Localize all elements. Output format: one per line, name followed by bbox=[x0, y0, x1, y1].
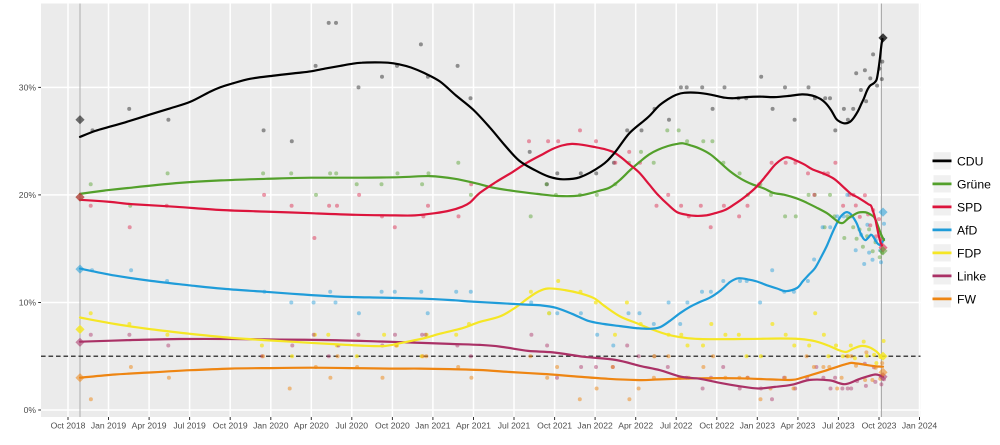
svg-text:Jul 2021: Jul 2021 bbox=[498, 421, 531, 431]
svg-text:Oct 2023: Oct 2023 bbox=[862, 421, 897, 431]
svg-text:Oct 2021: Oct 2021 bbox=[537, 421, 572, 431]
svg-text:SPD: SPD bbox=[957, 200, 982, 214]
svg-text:Jan 2024: Jan 2024 bbox=[902, 421, 938, 431]
svg-text:Grüne: Grüne bbox=[957, 177, 991, 191]
svg-text:Apr 2020: Apr 2020 bbox=[294, 421, 329, 431]
svg-text:0%: 0% bbox=[24, 405, 37, 415]
svg-text:Apr 2023: Apr 2023 bbox=[780, 421, 815, 431]
svg-text:Apr 2022: Apr 2022 bbox=[618, 421, 653, 431]
svg-text:Jan 2020: Jan 2020 bbox=[253, 421, 289, 431]
svg-text:20%: 20% bbox=[19, 190, 37, 200]
svg-text:AfD: AfD bbox=[957, 223, 978, 237]
svg-text:FDP: FDP bbox=[957, 246, 981, 260]
svg-text:CDU: CDU bbox=[957, 154, 983, 168]
svg-text:FW: FW bbox=[957, 292, 976, 306]
svg-text:Jan 2023: Jan 2023 bbox=[740, 421, 776, 431]
svg-text:30%: 30% bbox=[19, 83, 37, 93]
svg-text:Jul 2020: Jul 2020 bbox=[336, 421, 369, 431]
svg-text:10%: 10% bbox=[19, 298, 37, 308]
svg-text:Jan 2022: Jan 2022 bbox=[577, 421, 613, 431]
svg-text:Jul 2019: Jul 2019 bbox=[173, 421, 206, 431]
svg-text:Jan 2019: Jan 2019 bbox=[91, 421, 127, 431]
svg-text:Jan 2021: Jan 2021 bbox=[415, 421, 451, 431]
svg-text:Apr 2021: Apr 2021 bbox=[456, 421, 491, 431]
svg-text:Jul 2022: Jul 2022 bbox=[660, 421, 693, 431]
svg-text:Oct 2022: Oct 2022 bbox=[699, 421, 734, 431]
svg-text:Oct 2018: Oct 2018 bbox=[51, 421, 86, 431]
svg-text:Oct 2019: Oct 2019 bbox=[213, 421, 248, 431]
svg-text:Linke: Linke bbox=[957, 269, 986, 283]
svg-text:Oct 2020: Oct 2020 bbox=[375, 421, 410, 431]
svg-text:Jul 2023: Jul 2023 bbox=[822, 421, 855, 431]
svg-text:Apr 2019: Apr 2019 bbox=[132, 421, 167, 431]
